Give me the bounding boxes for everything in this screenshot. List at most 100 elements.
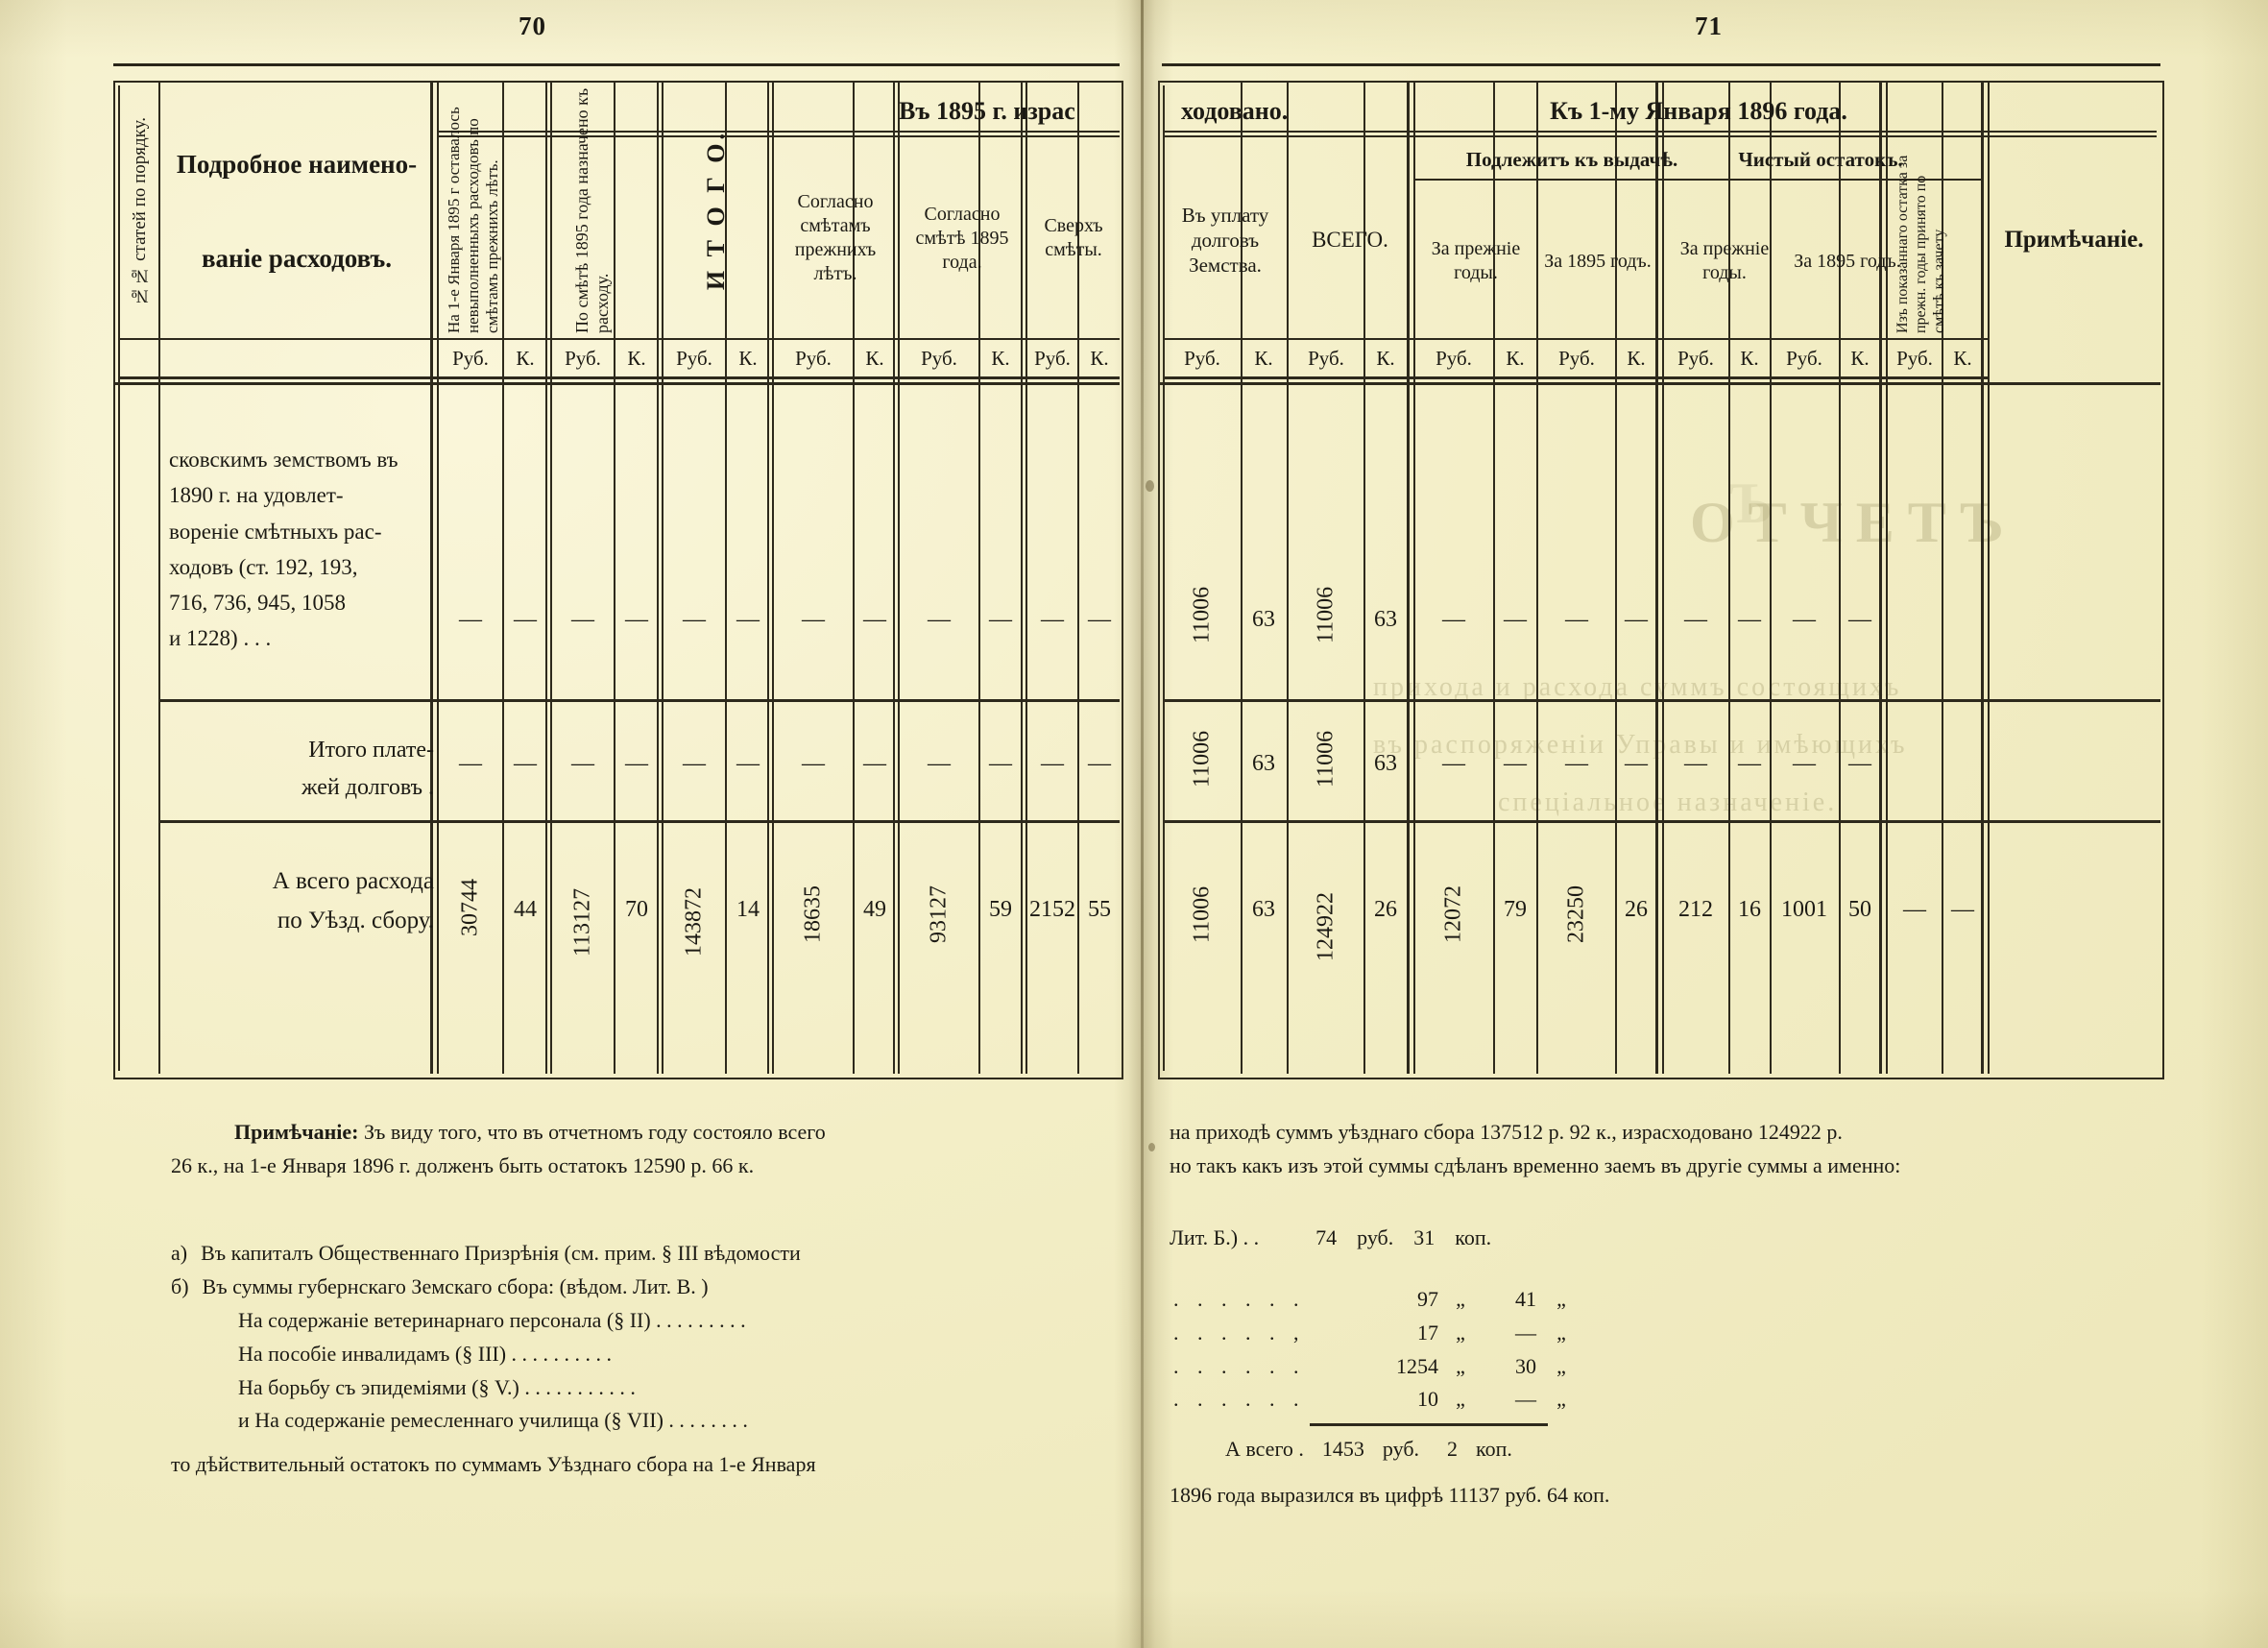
runit-rub-g: Руб. bbox=[1896, 346, 1933, 370]
rrow-1-cell-20: — bbox=[1684, 606, 1707, 632]
total-currency: руб. bbox=[1382, 1437, 1420, 1461]
header-payable-prior: За прежніе годы. bbox=[1431, 238, 1521, 283]
amount-koplabel-0: „ bbox=[1556, 1287, 1566, 1311]
rrow-3-cell-15: 26 bbox=[1374, 896, 1397, 922]
rrow-2-cell-21: — bbox=[1738, 750, 1761, 776]
footnote-right-total: А всего . 1453 руб. 2 коп. bbox=[1225, 1433, 1512, 1466]
rrow-1-cell-15: 63 bbox=[1374, 606, 1397, 632]
rrow-2-cell-16: — bbox=[1442, 750, 1465, 776]
lit-kop-label: коп. bbox=[1455, 1225, 1492, 1249]
footnote-right-amounts: . . . . . . 97 „ 41 „ . . . . . , 17 „ —… bbox=[1173, 1283, 1846, 1417]
col-sep-b1 bbox=[614, 83, 615, 1074]
page-number-left: 70 bbox=[519, 12, 546, 40]
header-net-prior: За прежніе годы. bbox=[1679, 238, 1770, 283]
footnote-item-marker-b: б) bbox=[171, 1273, 189, 1298]
lit-amount: 74 bbox=[1315, 1225, 1338, 1249]
row-1-cell-10: — bbox=[1041, 606, 1064, 632]
col-sep-c2 bbox=[767, 83, 769, 1074]
amount-koplabel-3: „ bbox=[1556, 1387, 1566, 1412]
row-2-cell-3: — bbox=[625, 750, 648, 776]
rrow-1-cell-17: — bbox=[1504, 606, 1527, 632]
header-rule-left bbox=[113, 63, 1120, 66]
rcol-sep-17 bbox=[1981, 83, 1984, 1074]
rrow-2-cell-13: 63 bbox=[1252, 750, 1275, 776]
col-sep-d2 bbox=[893, 83, 895, 1074]
header-payable-group: Подлежитъ къ выдачѣ. bbox=[1465, 147, 1678, 171]
row-2-cell-7: — bbox=[863, 750, 886, 776]
rcol-sep-1 bbox=[1241, 83, 1243, 1074]
amount-value-0: 97 bbox=[1417, 1287, 1438, 1311]
rrow-1-cell-23: — bbox=[1848, 606, 1871, 632]
col-sep-b2 bbox=[657, 83, 659, 1074]
total-kop-label: коп. bbox=[1476, 1437, 1512, 1461]
rcol-sep-12 bbox=[1770, 83, 1772, 1074]
header-name-line2: ваніе расходовъ. bbox=[201, 244, 393, 274]
footnote-subline-2: На борьбу съ эпидеміями (§ V.) . . . . .… bbox=[238, 1374, 636, 1399]
header-spent-1895-group: Въ 1895 г. израс bbox=[899, 96, 1075, 125]
rcol-sep-6 bbox=[1493, 83, 1495, 1074]
col-sep-e2 bbox=[1021, 83, 1023, 1074]
col-sep-name bbox=[430, 83, 433, 1074]
rcol-sep-8 bbox=[1615, 83, 1617, 1074]
rrow-2-cell-20: — bbox=[1684, 750, 1707, 776]
row-3-cell-5: 14 bbox=[736, 896, 760, 922]
rcol-sep-15 bbox=[1886, 83, 1888, 1074]
runit-kop-f: К. bbox=[1850, 346, 1870, 370]
rrow-2-cell-18: — bbox=[1565, 750, 1588, 776]
amount-cur-0: „ bbox=[1456, 1287, 1465, 1311]
row-1-cell-3: — bbox=[625, 606, 648, 632]
header-col-no: №№ статей по порядку. bbox=[129, 116, 150, 306]
table-right-outer bbox=[1158, 81, 2164, 1079]
rrow-2-cell-15: 63 bbox=[1374, 750, 1397, 776]
row-3-cell-6: 18635 bbox=[800, 885, 826, 944]
header-remain-1895: На 1-е Января 1895 г оставалось невыполн… bbox=[445, 107, 502, 333]
row-1-cell-1: — bbox=[514, 606, 537, 632]
header-credited: Изъ показаннаго остатка за прежн. годы п… bbox=[1894, 155, 1947, 333]
rcol-sep-7 bbox=[1536, 83, 1538, 1074]
amount-koplabel-2: „ bbox=[1556, 1353, 1566, 1378]
col-sep-name-2 bbox=[437, 83, 439, 1074]
rrow-3-cell-20: 212 bbox=[1678, 896, 1713, 922]
paper-speck-2 bbox=[1148, 1143, 1155, 1151]
row-1-cell-9: — bbox=[989, 606, 1012, 632]
runit-kop-b: К. bbox=[1376, 346, 1395, 370]
footnote-item-text-b: Въ суммы губернскаго Земскаго сбора: (вѣ… bbox=[202, 1273, 709, 1298]
footnote-right-closing: 1896 года выразился въ цифрѣ 11137 руб. … bbox=[1170, 1483, 1610, 1507]
row-3-cell-3: 70 bbox=[625, 896, 648, 922]
amount-kop-0: 41 bbox=[1515, 1287, 1536, 1311]
amount-cur-1: „ bbox=[1456, 1320, 1465, 1345]
col-sep-b3 bbox=[662, 83, 664, 1074]
row-2-cell-0: — bbox=[459, 750, 482, 776]
row-2-cell-11: — bbox=[1088, 750, 1111, 776]
footnote-right-line-1: на приходѣ суммъ уѣзднаго сбора 137512 р… bbox=[1170, 1120, 1843, 1144]
header-net-balance-group: Чистый остатокъ. bbox=[1738, 147, 1903, 171]
footnote-subline-3: и На содержаніе ремесленнаго училища (§ … bbox=[238, 1408, 748, 1433]
rhrule-row2-bottom bbox=[1163, 820, 2160, 823]
runit-rub-f: Руб. bbox=[1786, 346, 1822, 370]
hrule-body-top bbox=[113, 382, 1120, 385]
rrow-1-cell-22: — bbox=[1793, 606, 1816, 632]
runit-rub-a: Руб. bbox=[1184, 346, 1220, 370]
footnote-left-sublines: На содержаніе ветеринарнаго персонала (§… bbox=[238, 1304, 1122, 1438]
footnote-line-2: 26 к., на 1-е Января 1896 г. долженъ быт… bbox=[171, 1152, 755, 1177]
rcol-sep-18 bbox=[1988, 83, 1990, 1074]
rhrule-units-bottom bbox=[1163, 376, 1988, 379]
rrow-3-cell-21: 16 bbox=[1738, 896, 1761, 922]
header-note: Примѣчаніе. bbox=[2004, 227, 2144, 254]
rrow-3-cell-13: 63 bbox=[1252, 896, 1275, 922]
rrow-1-cell-16: — bbox=[1442, 606, 1465, 632]
col-sep-no bbox=[158, 83, 160, 1074]
footnote-left-block: Примѣчаніе: Зъ виду того, что въ отчетно… bbox=[171, 1116, 1112, 1183]
footnote-right-line-2: но такъ какъ изъ этой суммы сдѣланъ врем… bbox=[1170, 1152, 1901, 1177]
hrule-group-1895 bbox=[437, 131, 1120, 133]
hrule-units-top bbox=[118, 338, 1120, 340]
amount-koplabel-1: „ bbox=[1556, 1320, 1566, 1345]
unit-kop-e: К. bbox=[991, 346, 1010, 370]
header-over-estimate: Сверхъ смѣты. bbox=[1044, 215, 1103, 260]
unit-rub-f: Руб. bbox=[1034, 346, 1071, 370]
amount-cur-3: „ bbox=[1456, 1387, 1465, 1412]
footnote-right-lit: Лит. Б.) . . 74 руб. 31 коп. bbox=[1170, 1222, 1491, 1255]
row-1-cell-8: — bbox=[928, 606, 951, 632]
header-per-estimate-1895: Согласно смѣтѣ 1895 года. bbox=[915, 203, 1009, 273]
row-3-cell-0: 30744 bbox=[457, 879, 483, 936]
